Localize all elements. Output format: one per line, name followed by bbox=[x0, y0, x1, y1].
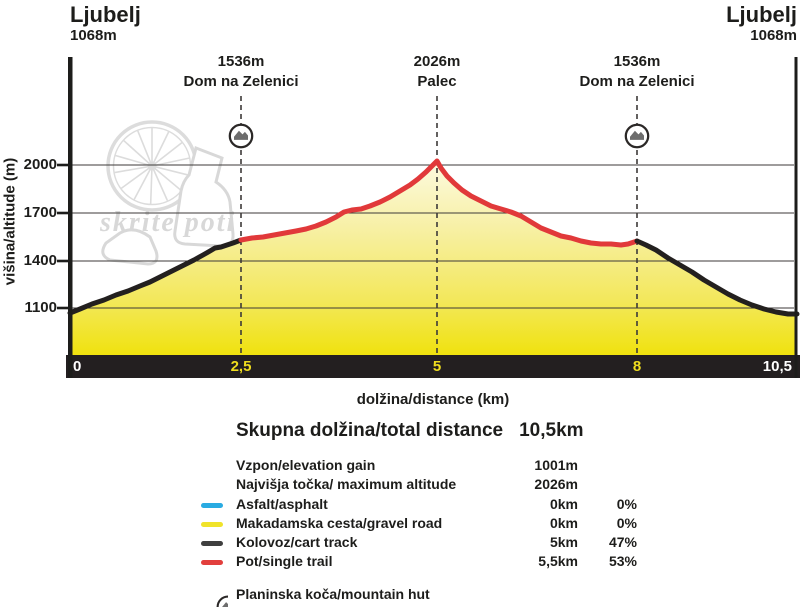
boot-icon bbox=[101, 228, 159, 266]
legend-value-single-trail: 5,5km bbox=[538, 553, 578, 569]
waypoint-label-dom-na-zelenici-2: 1536m Dom na Zelenici bbox=[579, 52, 694, 91]
elevation-area-fill bbox=[70, 161, 797, 355]
legend-label-max-altitude: Najvišja točka/ maximum altitude bbox=[236, 476, 457, 492]
waypoint-altitude: 1536m bbox=[613, 53, 661, 70]
profile-single-trail-segment bbox=[238, 158, 640, 248]
start-point-altitude: 1068m bbox=[70, 27, 117, 44]
legend-pct-asphalt: 0% bbox=[616, 496, 637, 512]
profile-cart-track-segment bbox=[634, 238, 800, 317]
x-tick-8: 8 bbox=[632, 358, 642, 375]
waypoint-altitude: 2026m bbox=[413, 53, 461, 70]
legend-pct-cart-track: 47% bbox=[608, 534, 637, 550]
waypoint-name: Dom na Zelenici bbox=[579, 73, 695, 90]
legend-value-elevation-gain: 1001m bbox=[534, 457, 578, 473]
legend-value-asphalt: 0km bbox=[549, 496, 578, 512]
end-point-altitude: 1068m bbox=[750, 27, 797, 44]
elevation-profile-chart: skrite poti bbox=[57, 57, 800, 378]
waypoint-label-palec: 2026m Palec bbox=[414, 52, 461, 91]
start-point-block: Ljubelj 1068m bbox=[70, 2, 141, 45]
legend-label-mountain-hut: Planinska koča/mountain hut bbox=[236, 586, 430, 602]
waypoint-label-dom-na-zelenici-1: 1536m Dom na Zelenici bbox=[183, 52, 298, 91]
legend-label-elevation-gain: Vzpon/elevation gain bbox=[236, 457, 376, 473]
legend-pct-gravel: 0% bbox=[616, 515, 637, 531]
mountain-hut-icon bbox=[228, 123, 254, 149]
mountain-hut-legend-icon bbox=[202, 581, 228, 607]
legend-label-gravel: Makadamska cesta/gravel road bbox=[236, 515, 443, 531]
waypoint-name: Palec bbox=[417, 73, 457, 90]
legend-label-asphalt: Asfalt/asphalt bbox=[236, 496, 328, 512]
single-trail-swatch-icon bbox=[201, 560, 223, 565]
end-point-name: Ljubelj bbox=[726, 2, 797, 27]
y-axis-ticks bbox=[57, 163, 68, 310]
legend-pct-single-trail: 53% bbox=[608, 553, 637, 569]
watermark-text: skrite poti bbox=[99, 207, 236, 238]
start-point-name: Ljubelj bbox=[70, 2, 141, 27]
profile-cart-track-segment bbox=[67, 237, 244, 316]
waypoint-name: Dom na Zelenici bbox=[183, 73, 299, 90]
total-distance-label: Skupna dolžina/total distance bbox=[236, 420, 504, 441]
wheel-spokes-icon bbox=[114, 128, 190, 205]
end-point-block: Ljubelj 1068m bbox=[726, 2, 797, 45]
right-border-line bbox=[794, 57, 798, 378]
mountain-hut-icon bbox=[624, 123, 650, 149]
legend-label-single-trail: Pot/single trail bbox=[236, 553, 333, 569]
y-tick-1100: 1100 bbox=[24, 299, 57, 316]
total-distance-value: 10,5km bbox=[519, 420, 584, 441]
cart-track-swatch-icon bbox=[201, 541, 223, 546]
x-tick-2-5: 2,5 bbox=[230, 358, 252, 375]
legend-value-max-altitude: 2026m bbox=[534, 476, 578, 492]
waypoint-dashed-lines bbox=[240, 96, 638, 355]
y-axis-line bbox=[68, 57, 73, 378]
x-tick-10-5: 10,5 bbox=[762, 358, 792, 375]
x-tick-0: 0 bbox=[73, 358, 82, 375]
x-axis-title: dolžina/distance (km) bbox=[356, 391, 510, 408]
total-distance-title: Skupna dolžina/total distance 10,5km bbox=[236, 420, 584, 442]
watermark-logo: skrite poti bbox=[99, 120, 236, 266]
y-tick-1400: 1400 bbox=[23, 252, 57, 269]
legend-label-cart-track: Kolovoz/cart track bbox=[236, 534, 358, 550]
gravel-swatch-icon bbox=[201, 522, 223, 527]
y-tick-2000: 2000 bbox=[23, 156, 57, 173]
asphalt-swatch-icon bbox=[201, 503, 223, 508]
waypoint-altitude: 1536m bbox=[217, 53, 265, 70]
legend-value-cart-track: 5km bbox=[549, 534, 578, 550]
x-axis-bar bbox=[66, 355, 800, 378]
y-tick-1700: 1700 bbox=[23, 204, 57, 221]
legend-value-gravel: 0km bbox=[549, 515, 578, 531]
x-tick-5: 5 bbox=[432, 358, 442, 375]
